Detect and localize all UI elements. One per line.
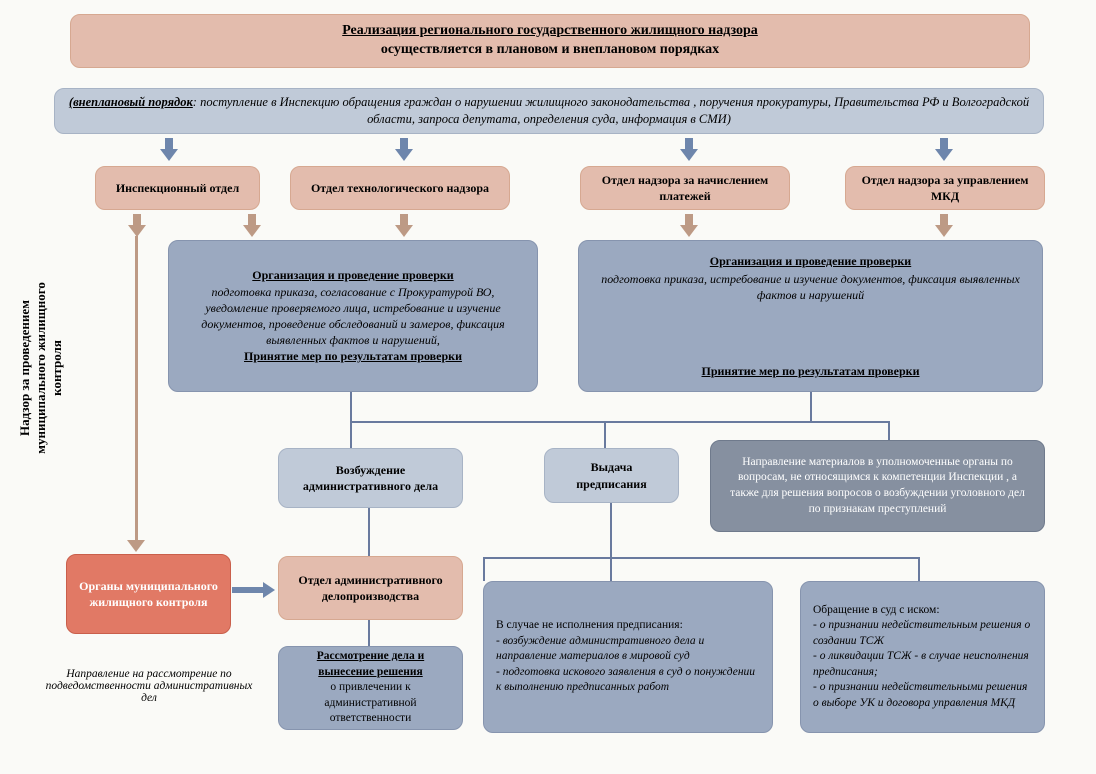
arrow-muni-otdel: [232, 582, 276, 598]
court-i1: - о признании недействительным решения о…: [813, 618, 1032, 649]
vneplan-box: (внеплановый порядок: поступление в Инсп…: [54, 88, 1044, 134]
org1-title: Организация и проведение проверки: [252, 268, 453, 282]
arrow-to-d1: [160, 138, 178, 162]
rassm-body: о привлечении к административной ответст…: [291, 680, 450, 727]
org2-body: подготовка приказа, истребование и изуче…: [591, 271, 1030, 303]
dept-4: Отдел надзора за управлением МКД: [845, 166, 1045, 210]
case-nonexec-box: В случае не исполнения предписания: - во…: [483, 581, 773, 733]
arrow-d1-down: [128, 214, 146, 238]
arrow-d1-tip: [127, 540, 145, 552]
conn-pr-v3: [483, 557, 485, 581]
header-line2: осуществляется в плановом и внеплановом …: [381, 42, 719, 57]
mid-forward: Направление материалов в уполномоченные …: [710, 440, 1045, 532]
arrow-d3-org2: [680, 214, 698, 238]
org2-footer: Принятие мер по результатам проверки: [702, 364, 920, 378]
conn-mid-v2: [604, 421, 606, 448]
mid-predpis: Выдача предписания: [544, 448, 679, 503]
conn-ac-v: [368, 508, 370, 556]
conn-otdel-rassm: [368, 620, 370, 646]
mid-admin-case: Возбуждение административного дела: [278, 448, 463, 508]
case-nonexec-i2: - подготовка искового заявления в суд о …: [496, 665, 760, 696]
arrow-to-d4: [935, 138, 953, 162]
dept-2: Отдел технологического надзора: [290, 166, 510, 210]
arrow-to-d2: [395, 138, 413, 162]
conn-pr-h: [610, 557, 920, 559]
conn-org2-v: [810, 392, 812, 422]
conn-mid-h: [350, 421, 890, 423]
dept-1: Инспекционный отдел: [95, 166, 260, 210]
arrow-d4-org2: [935, 214, 953, 238]
org2-title: Организация и проведение проверки: [710, 254, 911, 268]
org1-footer: Принятие мер по результатам проверки: [244, 349, 462, 363]
court-title: Обращение в суд с иском:: [813, 603, 940, 619]
sidebar-l3: контроля: [49, 238, 65, 498]
municipal-box: Органы муниципального жилищного контроля: [66, 554, 231, 634]
arrow-d2-org1: [243, 214, 261, 238]
arrow-to-d3: [680, 138, 698, 162]
sidebar-l2: муниципального жилищного: [33, 238, 49, 498]
arrow-d2-org1b: [395, 214, 413, 238]
court-box: Обращение в суд с иском: - о признании н…: [800, 581, 1045, 733]
footnote: Направление на рассмотрение по подведомс…: [44, 668, 254, 704]
conn-pr-h2: [483, 557, 612, 559]
sidebar-l1: Надзор за проведением: [17, 238, 33, 498]
vn-rest: : поступление в Инспекцию обращения граж…: [193, 95, 1029, 126]
court-i2: - о ликвидации ТСЖ - в случае неисполнен…: [813, 649, 1032, 680]
conn-pr-v2: [918, 557, 920, 581]
header-box: Реализация регионального государственног…: [70, 14, 1030, 68]
court-i3: - о признании недействительными решения …: [813, 680, 1032, 711]
conn-org1-v: [350, 392, 352, 448]
case-nonexec-i1: - возбуждение административного дела и н…: [496, 634, 760, 665]
rassm-title: Рассмотрение дела и вынесение решения: [317, 650, 424, 678]
conn-pr-v: [610, 503, 612, 581]
rassm-box: Рассмотрение дела и вынесение решения о …: [278, 646, 463, 730]
dept-3: Отдел надзора за начислением платежей: [580, 166, 790, 210]
org1-box: Организация и проведение проверки подгот…: [168, 240, 538, 392]
vn-prefix: (внеплановый порядок: [69, 95, 193, 109]
org2-box: Организация и проведение проверки подгот…: [578, 240, 1043, 392]
case-nonexec-title: В случае не исполнения предписания:: [496, 618, 683, 634]
otdel-admin-box: Отдел административного делопроизводства: [278, 556, 463, 620]
line-d1-vert: [135, 236, 138, 541]
header-line1: Реализация регионального государственног…: [342, 23, 758, 38]
org1-body: подготовка приказа, согласование с Проку…: [181, 284, 525, 349]
